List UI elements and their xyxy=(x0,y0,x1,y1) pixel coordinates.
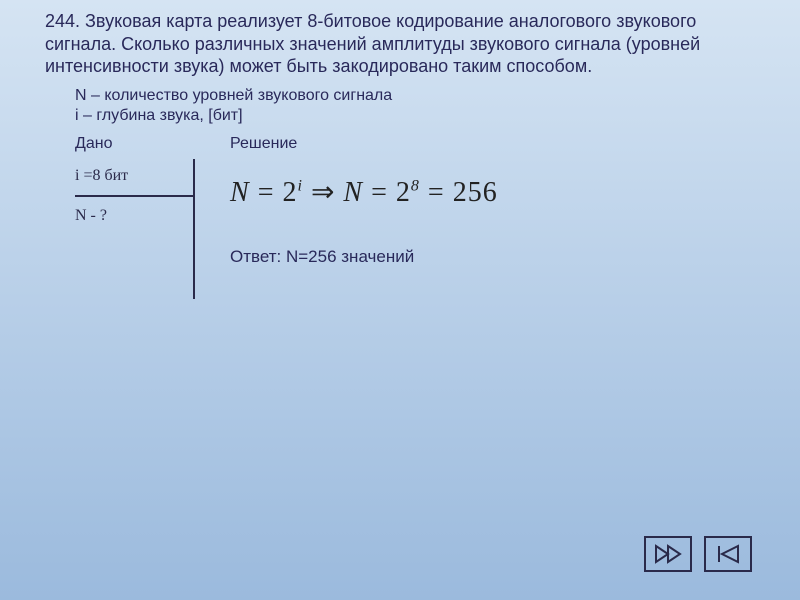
first-button[interactable] xyxy=(704,536,752,572)
solution-formula: N = 2i ⇒ N = 28 = 256 xyxy=(230,175,770,209)
answer-text: Ответ: N=256 значений xyxy=(230,247,770,267)
formula-base1: 2 xyxy=(282,177,297,208)
skip-back-icon xyxy=(714,544,742,564)
formula-lhs: N xyxy=(230,177,250,208)
formula-arrow: ⇒ xyxy=(311,177,335,208)
given-value: i =8 бит xyxy=(75,159,193,191)
formula-base2: 2 xyxy=(396,177,411,208)
formula-exp-8: 8 xyxy=(411,178,420,195)
given-box: i =8 бит N - ? xyxy=(75,159,195,299)
unknown-value: N - ? xyxy=(75,203,193,225)
next-button[interactable] xyxy=(644,536,692,572)
definition-i: i – глубина звука, [бит] xyxy=(75,106,770,127)
nav-controls xyxy=(644,536,752,572)
given-header: Дано xyxy=(75,135,195,153)
formula-result: 256 xyxy=(453,177,498,208)
problem-statement: 244. Звуковая карта реализует 8-битовое … xyxy=(45,10,770,78)
definitions-block: N – количество уровней звукового сигнала… xyxy=(75,86,770,128)
solution-column: Решение N = 2i ⇒ N = 28 = 256 Ответ: N=2… xyxy=(205,135,770,299)
formula-exp-i: i xyxy=(297,178,302,195)
solution-header: Решение xyxy=(230,135,770,153)
slide: 244. Звуковая карта реализует 8-битовое … xyxy=(0,0,800,299)
formula-rhs: N xyxy=(343,177,363,208)
work-area: Дано i =8 бит N - ? Решение N = 2i ⇒ N =… xyxy=(75,135,770,299)
given-divider xyxy=(75,195,193,197)
definition-n: N – количество уровней звукового сигнала xyxy=(75,86,770,107)
given-column: Дано i =8 бит N - ? xyxy=(75,135,205,299)
forward-icon xyxy=(654,544,682,564)
